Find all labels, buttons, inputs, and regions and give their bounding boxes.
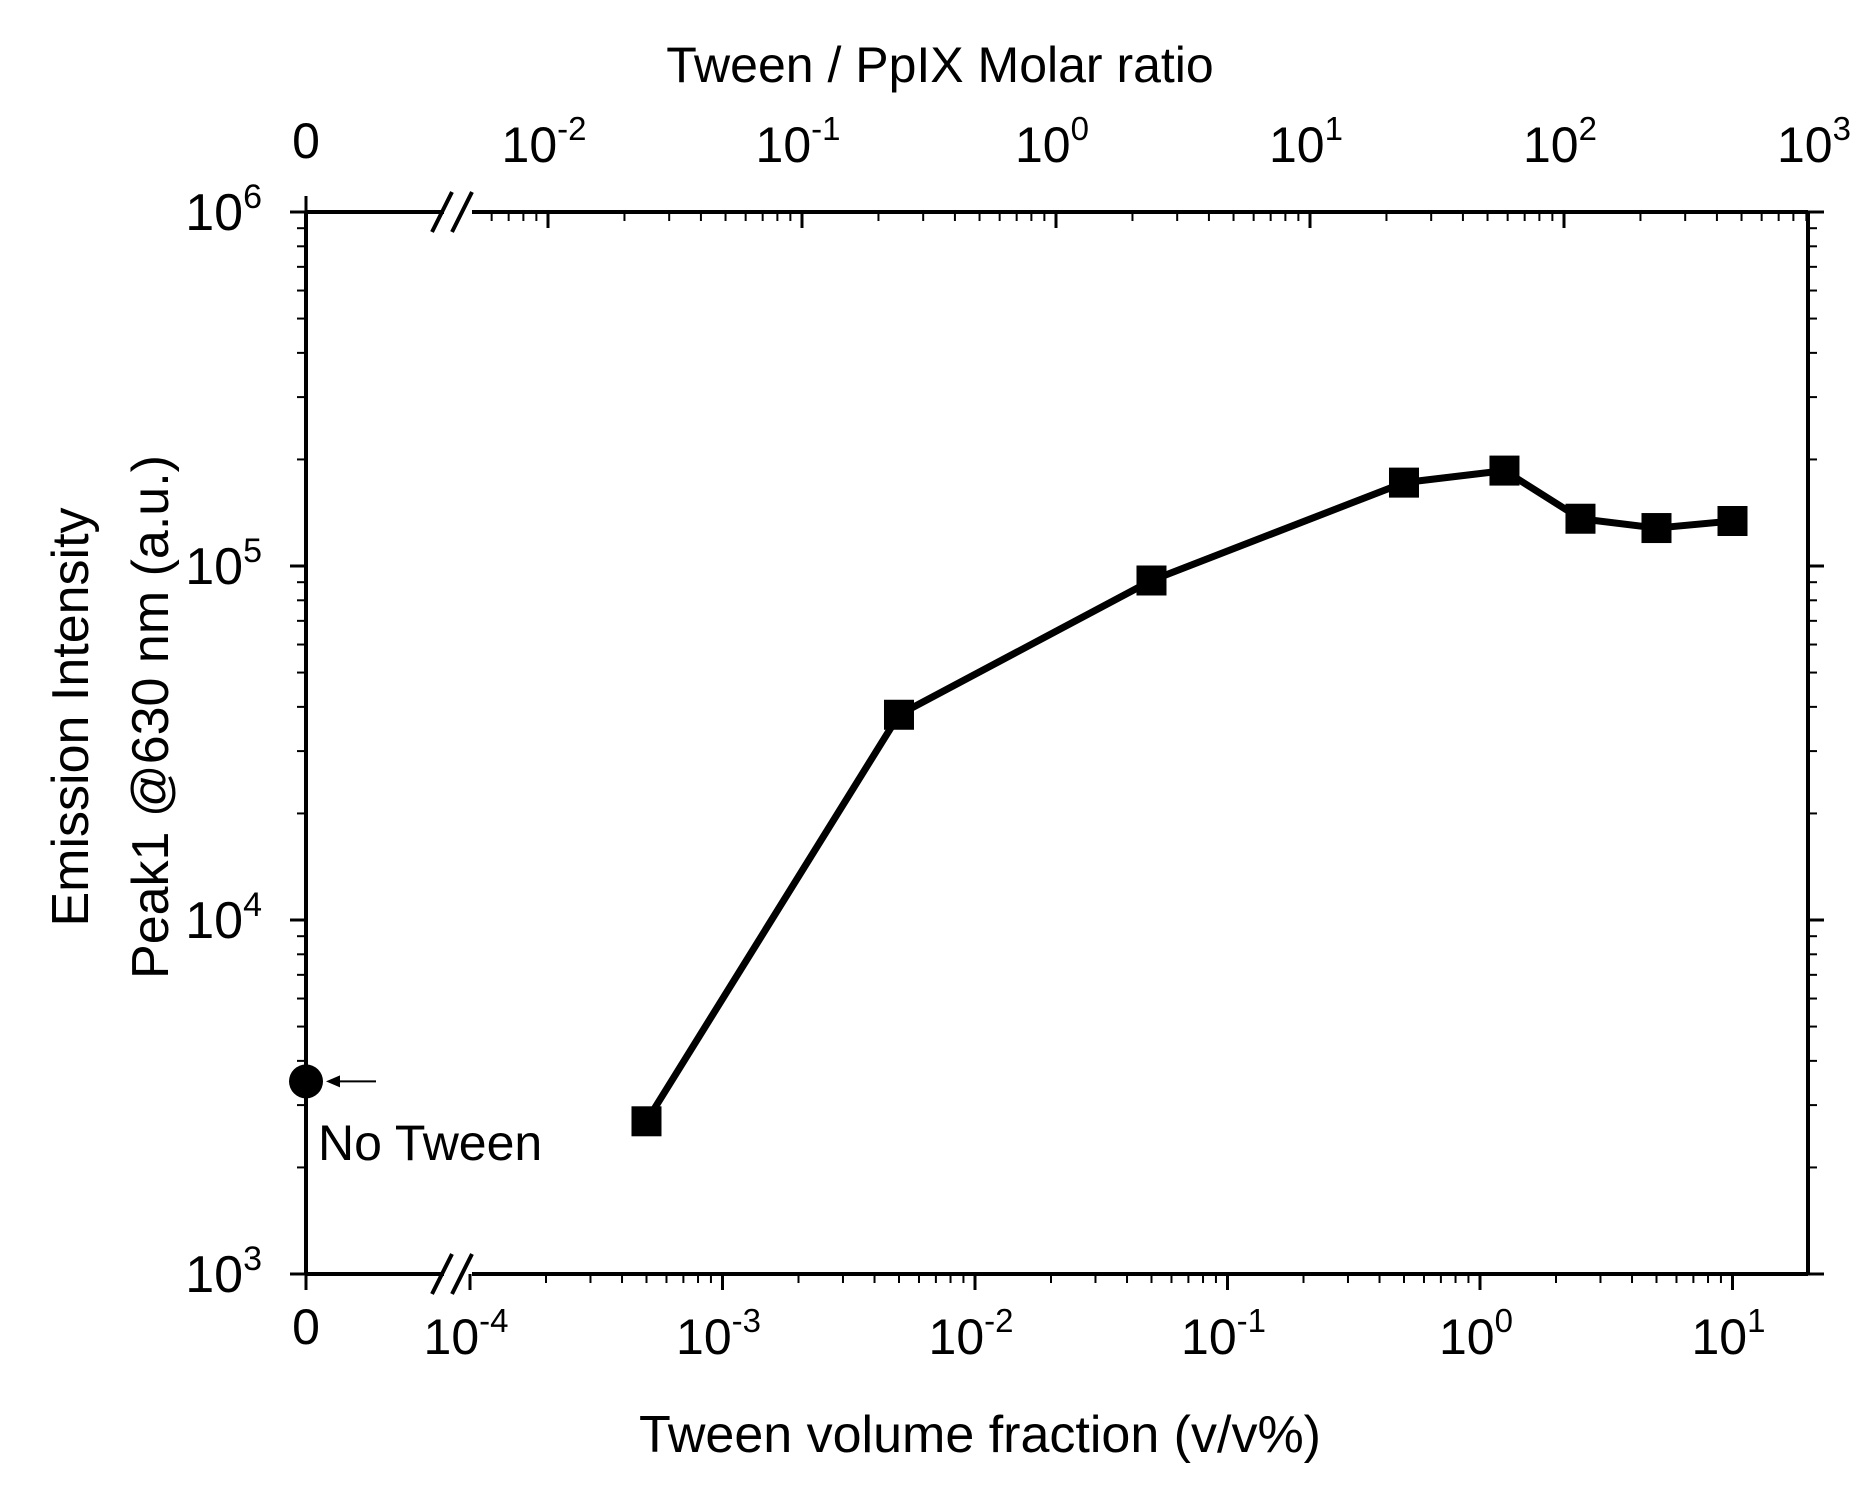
- x-bottom-tick-label: 10-2: [929, 1302, 1014, 1365]
- data-point-1: [631, 1106, 662, 1137]
- x-bottom-tick-label: 10-4: [424, 1302, 509, 1365]
- x-bottom-tick-label: 10-1: [1181, 1302, 1266, 1365]
- x-bottom-tick-label-zero: 0: [292, 1299, 320, 1355]
- data-point-4: [1388, 467, 1419, 498]
- x-top-tick-label-zero: 0: [292, 113, 320, 169]
- axis-break-mark-bottom-2: [450, 1253, 474, 1295]
- tick-labels: 103 104 105 106 0 10-4 10-3 10-2 10-1 100 101 0 10-2…: [185, 110, 1851, 1365]
- no-tween-annotation: No Tween: [318, 1115, 542, 1171]
- x-top-tick-label: 10-2: [502, 110, 587, 173]
- data-point-3: [1136, 565, 1167, 596]
- x-top-axis-title: Tween / PpIX Molar ratio: [666, 37, 1213, 93]
- x-top-tick-label: 10-1: [756, 110, 841, 173]
- y-tick-label: 103: [185, 1240, 262, 1304]
- data-point-7: [1641, 513, 1672, 544]
- y-axis-title-line2: Peak1 @630 nm (a.u.): [122, 455, 180, 979]
- series-line: [643, 467, 1733, 1124]
- tick-marks: [290, 196, 1824, 1290]
- x-top-tick-label: 102: [1523, 110, 1597, 173]
- x-bottom-tick-label: 10-3: [676, 1302, 761, 1365]
- data-point-5: [1489, 455, 1520, 486]
- data-point-6: [1565, 503, 1596, 534]
- axis-break-mark-top-2: [450, 191, 474, 233]
- y-tick-label: 106: [185, 178, 262, 242]
- axis-break-mark-top-1: [430, 191, 454, 233]
- data-point-8: [1717, 506, 1748, 537]
- x-bottom-tick-label: 101: [1692, 1302, 1766, 1365]
- x-bottom-axis-title: Tween volume fraction (v/v%): [639, 1406, 1321, 1464]
- x-top-tick-label: 100: [1015, 110, 1089, 173]
- y-tick-label: 104: [185, 886, 262, 950]
- x-bottom-tick-label: 100: [1439, 1302, 1513, 1365]
- y-axis-title-line1: Emission Intensity: [42, 507, 100, 926]
- axis-break-mark-bottom-1: [430, 1253, 454, 1295]
- y-tick-label: 105: [185, 532, 262, 596]
- no-tween-point: [289, 1064, 323, 1099]
- data-series: [289, 455, 1748, 1137]
- x-top-tick-label: 101: [1269, 110, 1343, 173]
- no-tween-arrow-head: [326, 1075, 340, 1088]
- x-top-tick-label: 103: [1777, 110, 1851, 173]
- data-point-2: [883, 699, 914, 730]
